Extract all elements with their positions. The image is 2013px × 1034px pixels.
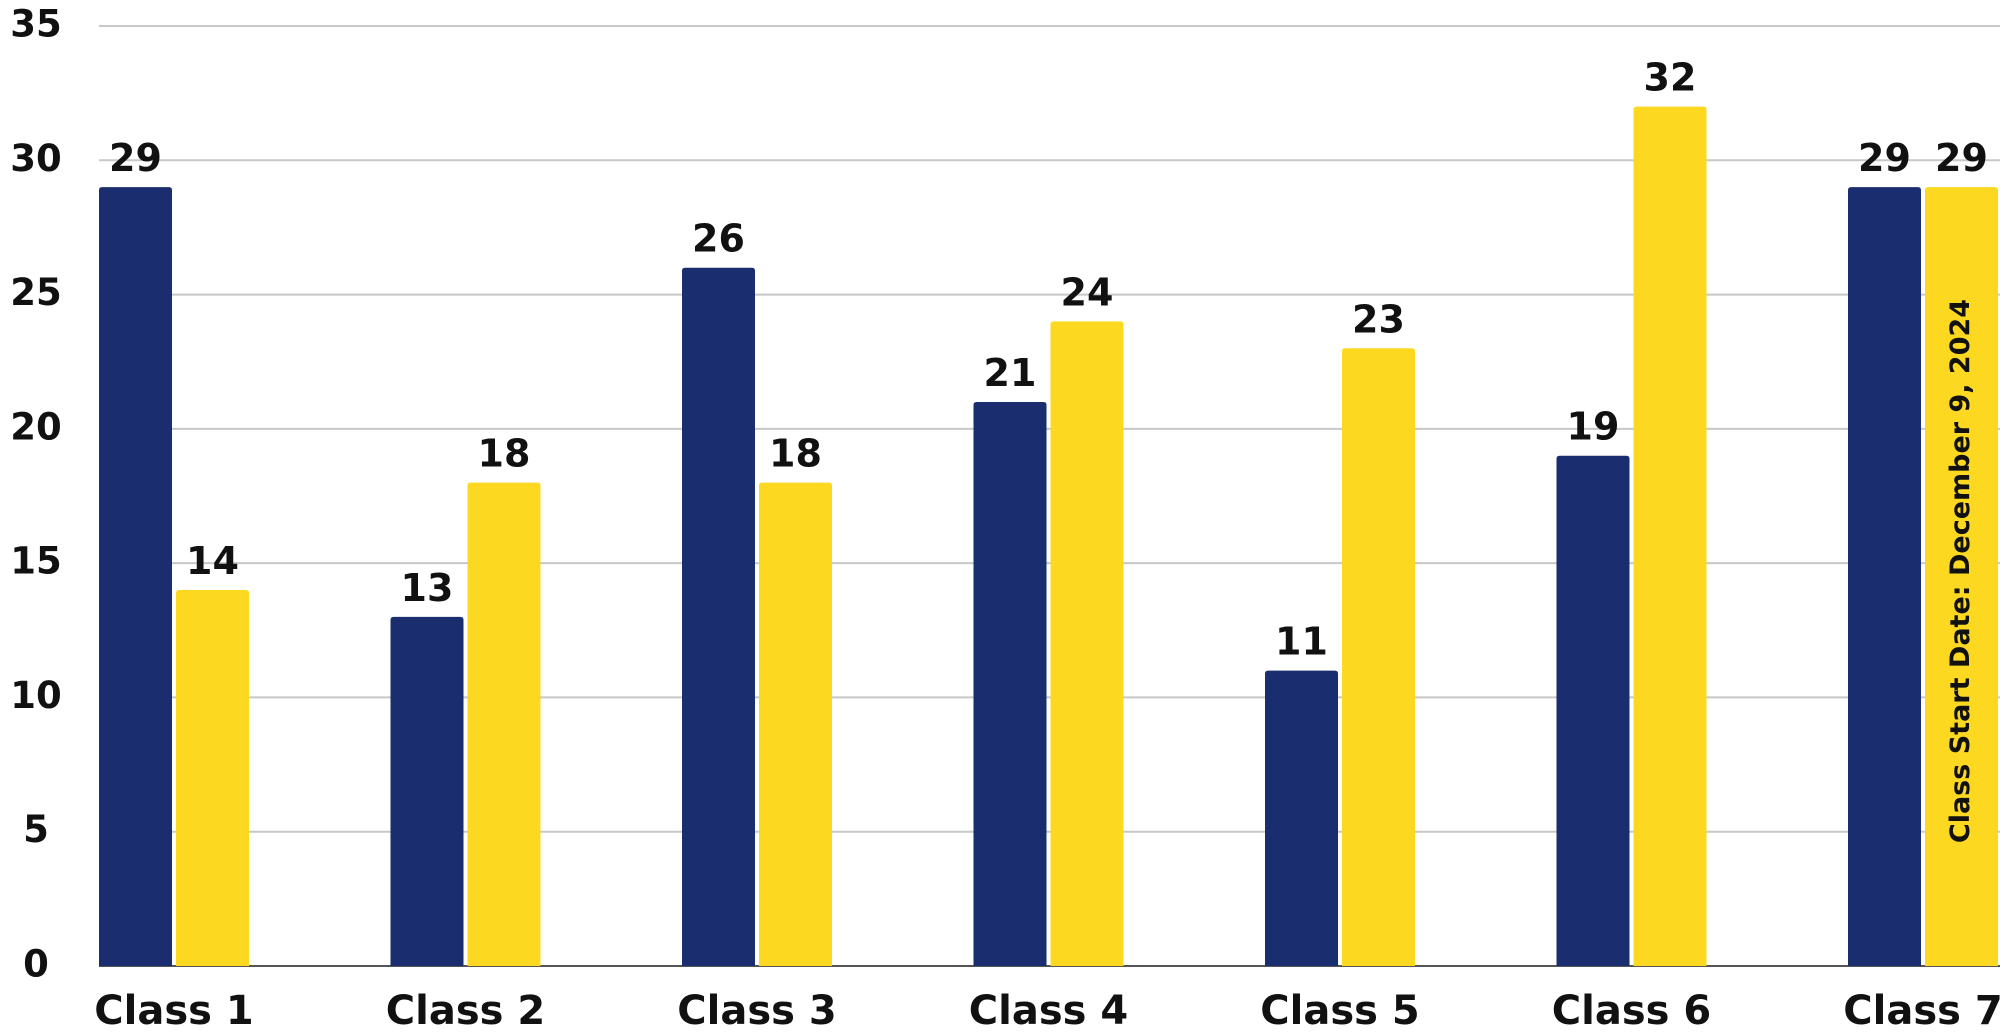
- value-label: 24: [1061, 270, 1114, 314]
- y-tick-label: 30: [10, 137, 62, 180]
- bar: [99, 187, 172, 967]
- x-tick-label: Class 1: [94, 988, 253, 1034]
- x-tick-label: Class 4: [969, 988, 1128, 1034]
- bar: [467, 482, 541, 966]
- y-tick-label: 20: [10, 405, 62, 448]
- x-tick-label: Class 7: [1843, 988, 2002, 1034]
- bar: [973, 402, 1047, 966]
- value-label: 11: [1275, 620, 1328, 664]
- x-tick-label: Class 5: [1260, 988, 1419, 1034]
- bar: [176, 590, 249, 966]
- value-label: 14: [186, 539, 239, 583]
- annotation: Class Start Date: December 9, 2024: [1945, 299, 1976, 843]
- x-tick-label: Class 2: [386, 988, 545, 1034]
- bar: [1342, 348, 1415, 966]
- value-label: 26: [692, 217, 745, 261]
- value-label: 18: [769, 432, 822, 476]
- bar: [1050, 321, 1124, 966]
- value-label: 18: [478, 432, 531, 476]
- x-tick-label: Class 3: [677, 988, 836, 1034]
- value-label: 23: [1352, 297, 1405, 341]
- value-label: 19: [1567, 405, 1620, 449]
- value-label: 21: [984, 351, 1037, 395]
- y-tick-label: 5: [23, 808, 49, 851]
- y-tick-label: 35: [10, 3, 62, 46]
- y-tick-label: 10: [10, 674, 62, 717]
- y-tick-label: 15: [10, 540, 62, 583]
- bar: [1925, 187, 1998, 967]
- y-tick-label: 25: [10, 271, 62, 314]
- value-label: 32: [1644, 56, 1697, 100]
- bar: [759, 482, 832, 966]
- value-label: 29: [1858, 136, 1911, 180]
- bar: [1265, 670, 1338, 966]
- bar: [682, 267, 755, 966]
- y-tick-label: 0: [23, 943, 49, 986]
- bar: [1848, 187, 1921, 967]
- bar: [1633, 106, 1707, 967]
- bar: [1556, 455, 1630, 966]
- value-label: 29: [109, 136, 162, 180]
- bar: [390, 616, 464, 966]
- value-label: 13: [401, 566, 454, 610]
- x-tick-label: Class 6: [1552, 988, 1711, 1034]
- value-label: 29: [1935, 136, 1988, 180]
